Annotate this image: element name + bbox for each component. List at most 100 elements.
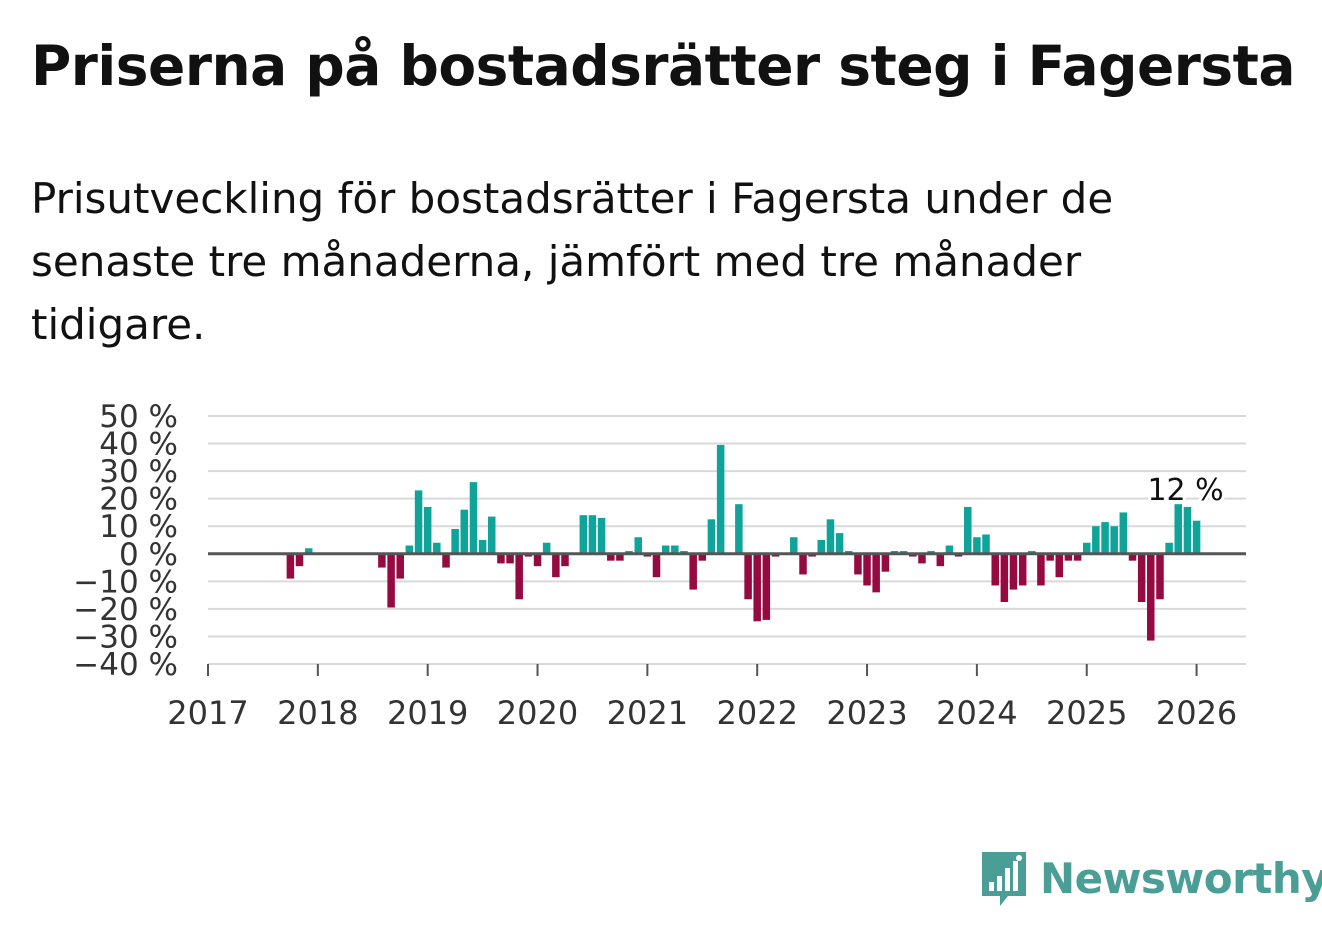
bar	[607, 553, 615, 561]
y-tick-label: 10 %	[99, 509, 178, 545]
bar	[1064, 553, 1073, 561]
x-tick-label: 2017	[167, 694, 248, 732]
bar	[661, 545, 670, 554]
x-axis: 2017 2018 2019 2020 2021 2022 2023 2024 2025 2026	[167, 664, 1237, 732]
x-tick-label: 2025	[1046, 694, 1127, 732]
bar	[854, 553, 862, 575]
bar	[863, 553, 871, 586]
newsworthy-logo-icon	[982, 852, 1026, 906]
x-tick-label: 2022	[716, 694, 797, 732]
y-tick-label: 0 %	[119, 537, 178, 573]
bar	[304, 548, 313, 554]
bar	[295, 553, 304, 567]
bar	[396, 553, 404, 579]
bar	[469, 482, 478, 554]
bar	[652, 553, 661, 578]
bar	[616, 553, 624, 561]
bar	[835, 533, 844, 554]
y-tick-label: −30 %	[73, 619, 178, 655]
annotation-group: 12 %	[1144, 470, 1226, 511]
x-tick-label: 2024	[936, 694, 1017, 732]
bar	[1101, 522, 1109, 554]
bar	[579, 515, 588, 554]
bar	[1000, 553, 1009, 602]
bar	[552, 553, 560, 578]
bar	[991, 553, 999, 586]
annotation-label: 12 %	[1147, 473, 1223, 508]
bar	[1174, 504, 1182, 554]
bar	[451, 528, 459, 554]
bar	[597, 517, 606, 554]
bar	[817, 540, 825, 554]
bar	[964, 506, 972, 554]
bar	[433, 542, 441, 554]
bars	[286, 444, 1201, 641]
bar	[698, 553, 707, 561]
bar	[918, 553, 926, 564]
bar	[1092, 526, 1100, 554]
bar	[414, 490, 423, 554]
y-tick-label: −10 %	[73, 564, 178, 600]
x-tick-label: 2026	[1156, 694, 1237, 732]
brand-logo: Newsworthy	[980, 848, 1322, 908]
bar	[515, 553, 523, 600]
y-tick-label: 50 %	[99, 399, 178, 435]
bar	[533, 553, 542, 567]
bar	[1055, 553, 1064, 578]
bar	[945, 545, 954, 554]
bar	[634, 537, 643, 554]
bar	[1110, 526, 1118, 554]
bar	[1119, 512, 1128, 554]
bar	[689, 553, 697, 590]
bar	[872, 553, 880, 593]
bar	[497, 553, 505, 564]
bar	[1046, 553, 1054, 561]
bar	[1082, 542, 1091, 554]
bar	[561, 553, 569, 567]
x-tick-label: 2020	[497, 694, 578, 732]
bar	[588, 515, 597, 554]
y-tick-label: −40 %	[73, 647, 178, 683]
bar	[1009, 553, 1018, 590]
bar	[1137, 553, 1146, 602]
bar	[790, 537, 798, 554]
grid-lines	[208, 415, 1246, 665]
bar	[735, 504, 743, 554]
bar	[744, 553, 752, 600]
x-tick-label: 2021	[607, 694, 688, 732]
bar	[387, 553, 395, 608]
bar	[881, 553, 890, 572]
bar	[378, 553, 386, 568]
chart-title: Priserna på bostadsrätter steg i Fagerst…	[31, 34, 1296, 98]
bar	[936, 553, 945, 567]
bar	[542, 542, 551, 554]
x-tick-label: 2019	[387, 694, 468, 732]
bar	[460, 509, 469, 554]
bar	[286, 553, 295, 579]
bar-chart: 50 %40 %30 %20 %10 %0 %−10 %−20 %−30 %−4…	[73, 399, 1246, 732]
bar	[423, 506, 432, 554]
x-tick-label: 2018	[277, 694, 358, 732]
bar	[707, 519, 716, 554]
bar	[973, 537, 981, 554]
y-tick-label: 30 %	[99, 454, 178, 490]
brand-name: Newsworthy	[1040, 853, 1322, 903]
bar	[1018, 553, 1027, 586]
x-tick-label: 2023	[826, 694, 907, 732]
bar	[478, 540, 487, 554]
bar	[405, 545, 414, 554]
bar	[982, 534, 990, 554]
bar	[1147, 553, 1155, 641]
bar	[753, 553, 761, 622]
bar	[1128, 553, 1137, 561]
bar	[671, 545, 679, 554]
bar	[1165, 542, 1173, 554]
bar	[1192, 520, 1201, 554]
bar	[1073, 553, 1082, 561]
bar	[1037, 553, 1045, 586]
y-tick-label: −20 %	[73, 592, 178, 628]
bar	[799, 553, 807, 575]
bar	[1183, 506, 1192, 554]
bar	[506, 553, 514, 564]
bar	[1156, 553, 1164, 600]
